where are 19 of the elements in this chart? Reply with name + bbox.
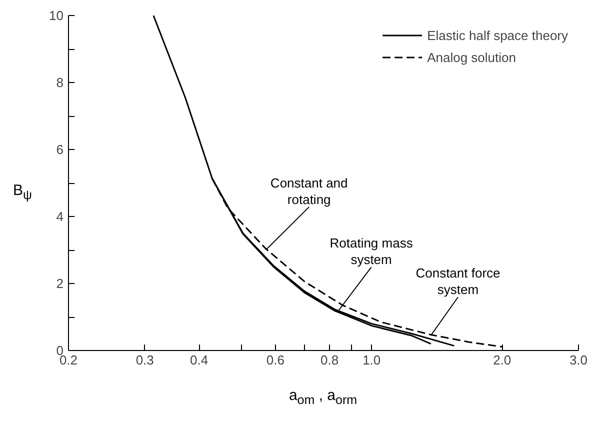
x-tick-label: 3.0	[569, 352, 588, 368]
annotation: Constant force system	[416, 266, 500, 298]
x-tick-label: 0.4	[190, 352, 208, 368]
x-tick-label: 1.0	[362, 352, 381, 368]
x-axis-title: a$_{om}$ , a$_{orm}$	[288, 386, 358, 409]
y-tick-label: 2	[56, 276, 64, 291]
x-tick-label: 0.8	[320, 352, 339, 368]
annotation: Constant and rotating	[270, 175, 348, 207]
y-tick-label: 4	[56, 209, 64, 224]
y-tick-label: 10	[49, 8, 64, 23]
y-axis-title: B$_{ψ}$	[13, 181, 32, 204]
y-tick-label: 6	[56, 142, 64, 157]
annotation: Rotating mass system	[330, 236, 414, 268]
x-tick-label: 0.3	[136, 352, 154, 368]
x-tick-label: 0.6	[266, 352, 284, 368]
legend-label: Elastic half space theory	[427, 28, 568, 42]
legend-label: Analog solution	[427, 50, 516, 64]
y-tick-label: 8	[56, 75, 64, 90]
x-tick-label: 2.0	[493, 352, 512, 368]
